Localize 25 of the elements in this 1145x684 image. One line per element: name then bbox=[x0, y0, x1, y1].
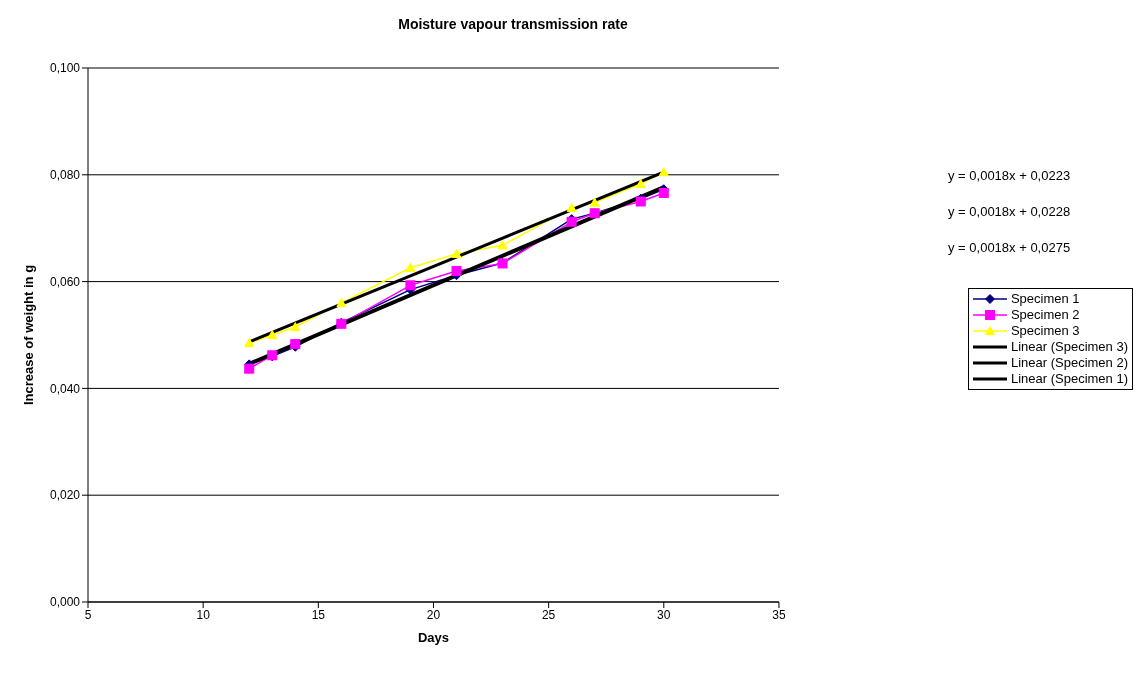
y-axis-title: Increase of weight in g bbox=[20, 264, 36, 406]
x-tick-label: 15 bbox=[311, 607, 326, 622]
x-tick-label: 5 bbox=[84, 607, 92, 622]
y-tick-label: 0,040 bbox=[49, 381, 81, 396]
y-tick-label: 0,020 bbox=[49, 488, 81, 503]
x-tick-label: 30 bbox=[657, 607, 671, 622]
y-tick-label: 0,060 bbox=[49, 274, 81, 289]
text: y = 0,0018x + 0,0228 bbox=[948, 203, 1071, 221]
legend-label: Linear (Specimen 3) bbox=[1010, 339, 1128, 355]
legend-label: Specimen 2 bbox=[1010, 307, 1080, 323]
legend-label: Linear (Specimen 2) bbox=[1010, 355, 1128, 371]
legend-label: Specimen 1 bbox=[1010, 291, 1080, 307]
y-tick-label: 0,000 bbox=[49, 595, 81, 610]
x-axis-title: Days bbox=[417, 630, 450, 645]
x-tick-label: 25 bbox=[541, 607, 556, 622]
y-tick-label: 0,100 bbox=[49, 61, 81, 76]
legend-label: Linear (Specimen 1) bbox=[1010, 371, 1128, 387]
text: y = 0,0018x + 0,0275 bbox=[948, 239, 1071, 257]
text: y = 0,0018x + 0,0223 bbox=[948, 167, 1071, 185]
x-tick-label: 35 bbox=[772, 607, 786, 622]
legend-label: Specimen 3 bbox=[1010, 323, 1080, 339]
x-tick-label: 20 bbox=[426, 607, 441, 622]
x-tick-label: 10 bbox=[196, 607, 211, 622]
chart-title: Moisture vapour transmission rate bbox=[397, 16, 629, 32]
y-tick-label: 0,080 bbox=[49, 168, 81, 183]
